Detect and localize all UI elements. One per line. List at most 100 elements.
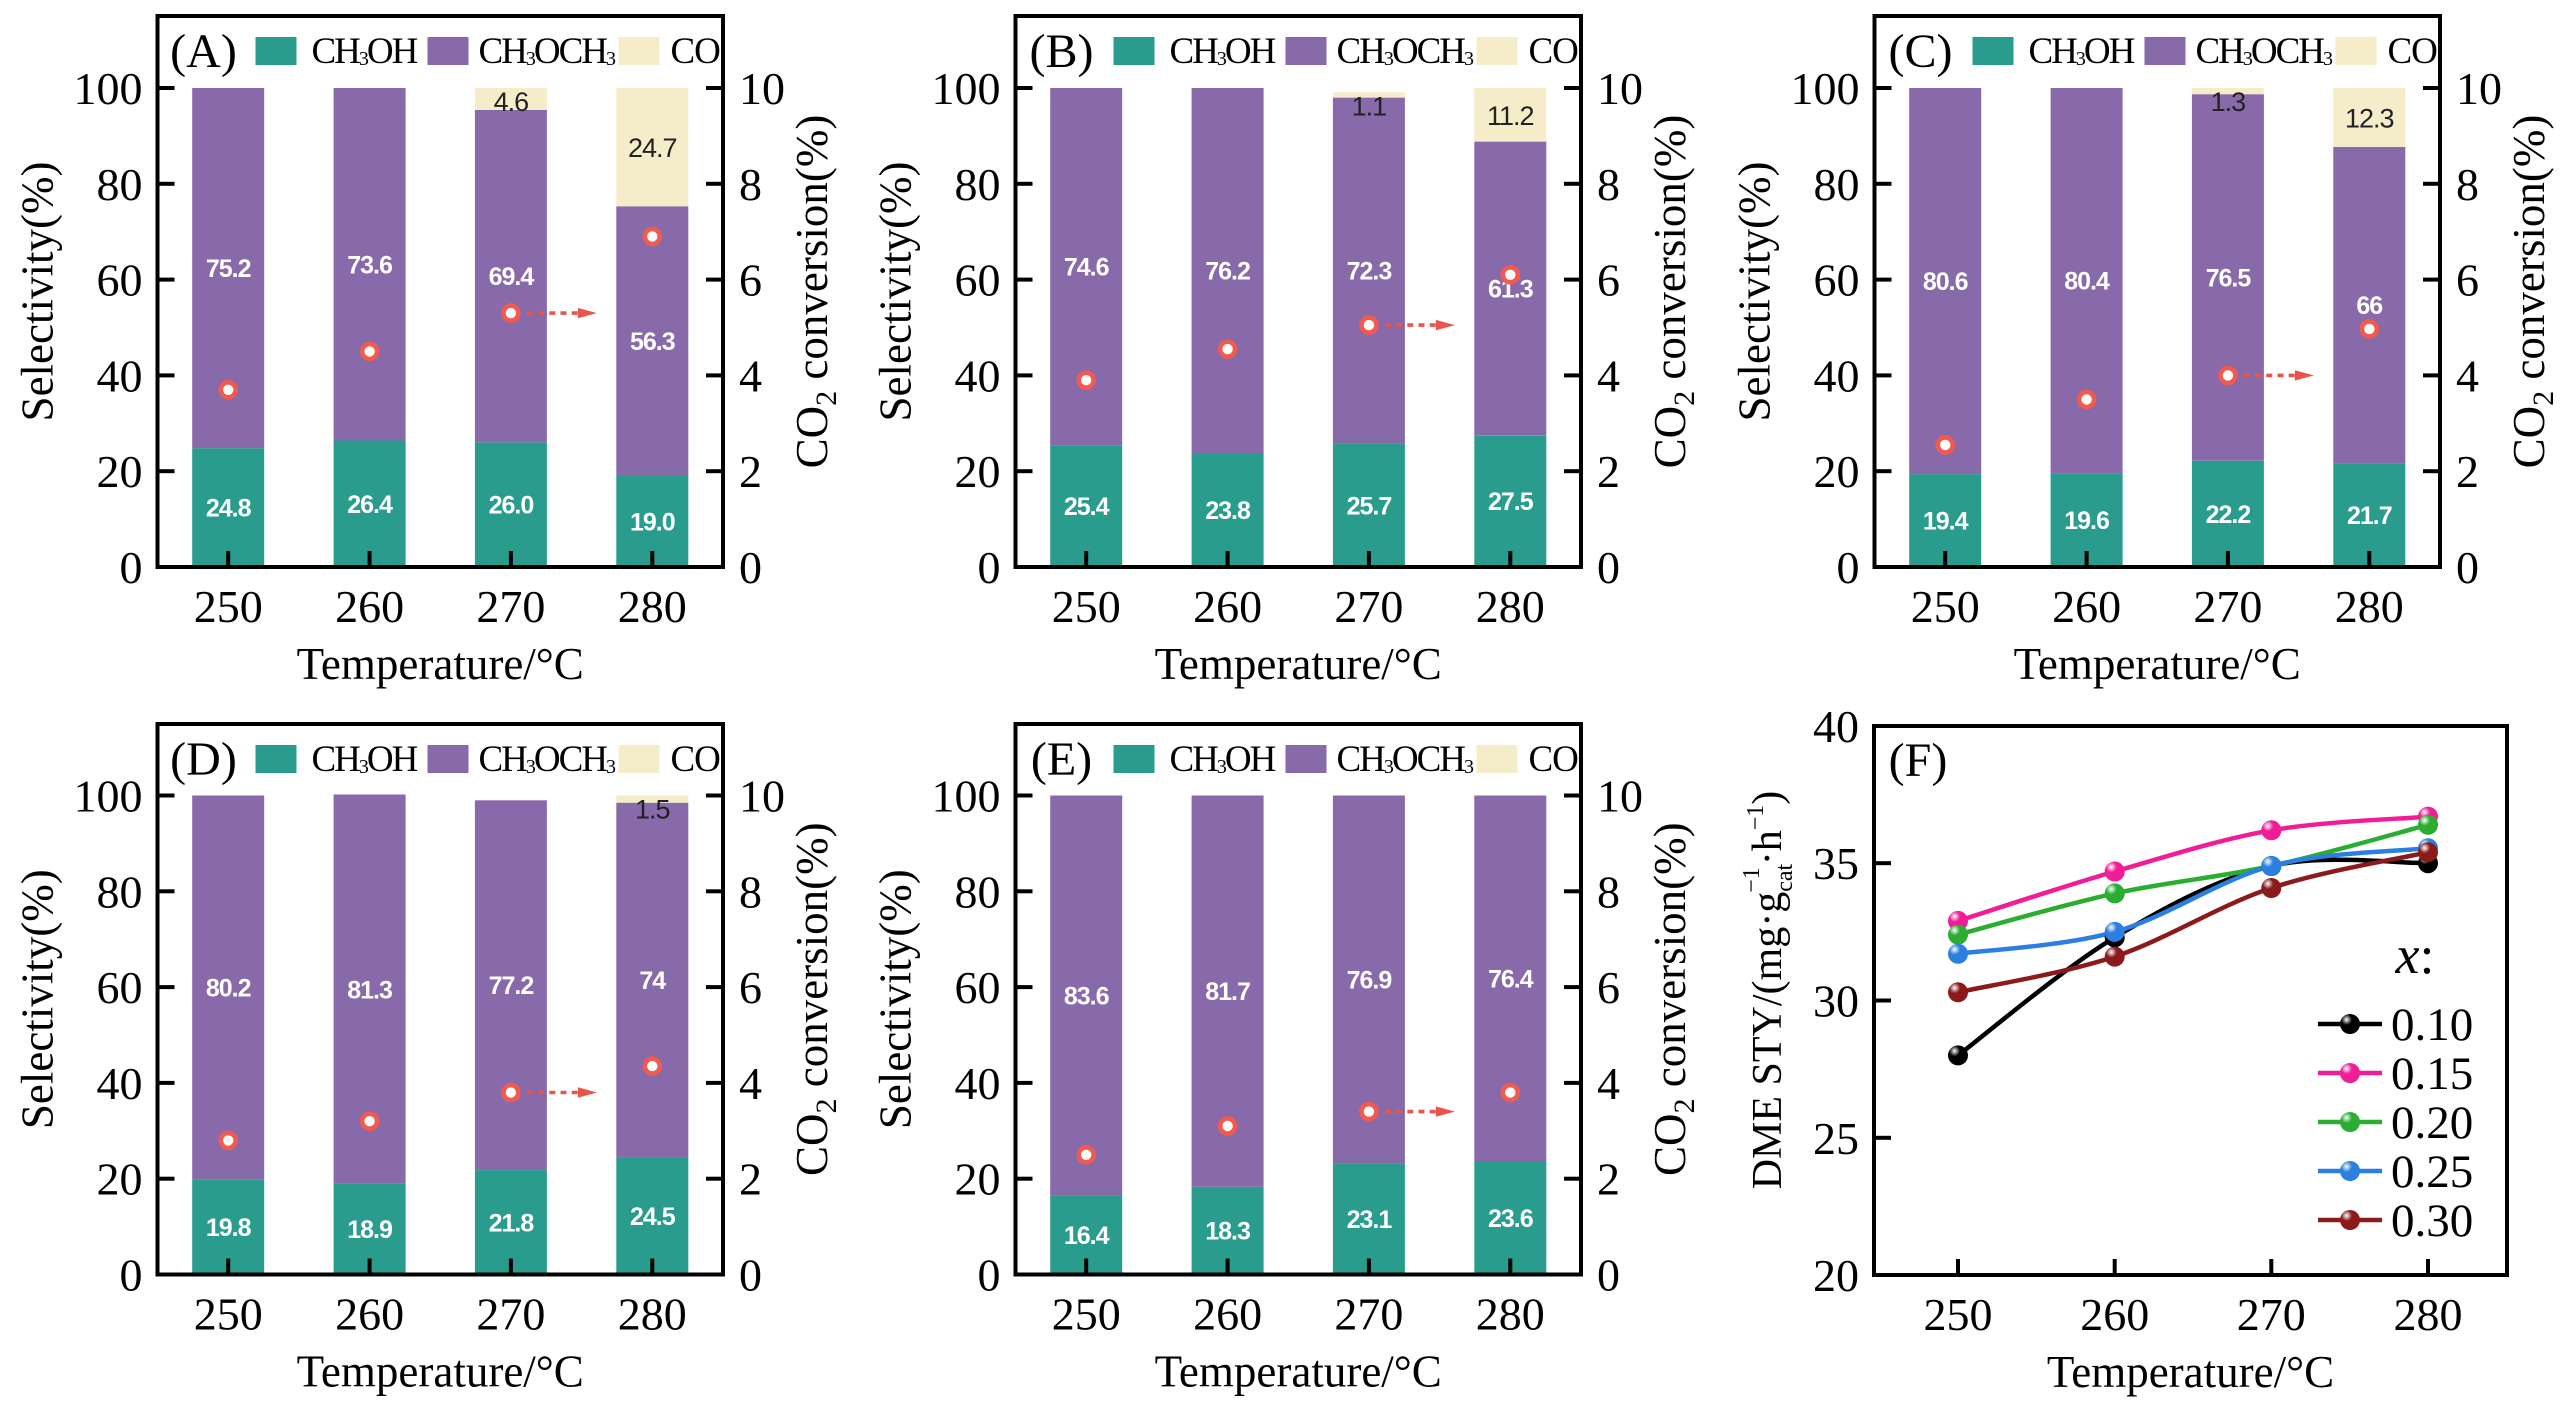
svg-text:19.6: 19.6: [2064, 507, 2109, 535]
svg-text:CO2 conversion(%): CO2 conversion(%): [787, 822, 843, 1176]
svg-text:40: 40: [955, 1058, 1001, 1109]
svg-text:280: 280: [618, 1289, 687, 1340]
svg-text:10: 10: [1597, 63, 1643, 114]
svg-text:260: 260: [1193, 1289, 1262, 1340]
svg-text:80: 80: [97, 159, 143, 210]
svg-text:(D): (D): [170, 733, 237, 786]
svg-text:20: 20: [1813, 1250, 1859, 1301]
svg-text:0.25: 0.25: [2391, 1146, 2473, 1198]
svg-text:CH3OCH3: CH3OCH3: [479, 739, 617, 780]
svg-text:35: 35: [1813, 838, 1859, 889]
svg-text:11.2: 11.2: [1487, 101, 1534, 131]
svg-text:260: 260: [1193, 581, 1262, 632]
svg-text:Temperature/°C: Temperature/°C: [2014, 639, 2301, 689]
svg-text:8: 8: [1597, 866, 1620, 917]
svg-text:77.2: 77.2: [489, 972, 534, 1000]
svg-text:0: 0: [120, 1250, 143, 1301]
svg-text:8: 8: [1597, 159, 1620, 210]
svg-text:CO2 conversion(%): CO2 conversion(%): [1645, 115, 1701, 469]
svg-text:16.4: 16.4: [1064, 1222, 1110, 1250]
svg-text:CO2 conversion(%): CO2 conversion(%): [787, 115, 843, 469]
svg-text:21.8: 21.8: [489, 1209, 535, 1237]
svg-text:0: 0: [120, 542, 143, 593]
svg-text:(C): (C): [1889, 25, 1953, 78]
svg-text:270: 270: [476, 581, 545, 632]
svg-text:60: 60: [955, 962, 1001, 1013]
svg-text:60: 60: [1814, 255, 1860, 306]
svg-text:100: 100: [74, 63, 143, 114]
svg-text:10: 10: [2456, 63, 2502, 114]
svg-text:0: 0: [1837, 542, 1860, 593]
svg-text:24.8: 24.8: [206, 495, 252, 523]
svg-text:23.1: 23.1: [1347, 1206, 1393, 1234]
svg-text:4: 4: [739, 350, 762, 401]
svg-text:(E): (E): [1031, 733, 1092, 786]
svg-text:0.15: 0.15: [2391, 1048, 2473, 1100]
svg-text:74: 74: [639, 967, 666, 995]
svg-text:250: 250: [194, 1289, 263, 1340]
svg-text:26.4: 26.4: [347, 491, 393, 519]
svg-text:10: 10: [739, 771, 785, 822]
svg-text:260: 260: [2052, 581, 2121, 632]
svg-text:Temperature/°C: Temperature/°C: [1155, 639, 1442, 689]
svg-text:8: 8: [739, 866, 762, 917]
svg-text:20: 20: [955, 446, 1001, 497]
svg-text:(F): (F): [1889, 734, 1948, 787]
svg-text:12.3: 12.3: [2345, 104, 2394, 134]
svg-text:Temperature/°C: Temperature/°C: [1155, 1347, 1442, 1397]
svg-text:100: 100: [74, 771, 143, 822]
svg-text:81.3: 81.3: [347, 976, 392, 1004]
svg-text:280: 280: [618, 581, 687, 632]
svg-text:Selectivity(%): Selectivity(%): [13, 162, 63, 422]
svg-text:270: 270: [2193, 581, 2262, 632]
svg-text:CO: CO: [671, 31, 721, 72]
svg-text:76.9: 76.9: [1347, 967, 1392, 995]
svg-text:19.8: 19.8: [206, 1214, 252, 1242]
svg-text:18.3: 18.3: [1205, 1218, 1250, 1246]
svg-text:8: 8: [739, 159, 762, 210]
svg-text:0: 0: [1597, 1250, 1620, 1301]
svg-text:4: 4: [1597, 1058, 1620, 1109]
svg-text:26.0: 26.0: [489, 492, 534, 520]
svg-text:6: 6: [1597, 255, 1620, 306]
svg-text:40: 40: [97, 350, 143, 401]
svg-text:280: 280: [2394, 1289, 2463, 1340]
svg-text:66: 66: [2356, 292, 2382, 320]
svg-text:Selectivity(%): Selectivity(%): [13, 869, 63, 1129]
svg-text:81.7: 81.7: [1205, 978, 1250, 1006]
svg-text:250: 250: [1052, 581, 1121, 632]
svg-text:22.2: 22.2: [2206, 501, 2251, 529]
svg-text:40: 40: [1814, 350, 1860, 401]
svg-text:69.4: 69.4: [489, 263, 535, 291]
svg-text:20: 20: [1814, 446, 1860, 497]
svg-text:2: 2: [2456, 446, 2479, 497]
svg-text:x:: x:: [2395, 925, 2435, 985]
svg-text:76.2: 76.2: [1205, 258, 1250, 286]
svg-text:250: 250: [1052, 1289, 1121, 1340]
svg-text:250: 250: [1911, 581, 1980, 632]
svg-text:Temperature/°C: Temperature/°C: [297, 1347, 584, 1397]
svg-text:40: 40: [97, 1058, 143, 1109]
svg-text:270: 270: [1334, 1289, 1403, 1340]
svg-text:2: 2: [1597, 1154, 1620, 1205]
svg-text:250: 250: [194, 581, 263, 632]
svg-text:2: 2: [739, 446, 762, 497]
svg-text:56.3: 56.3: [630, 328, 675, 356]
svg-text:24.5: 24.5: [630, 1203, 676, 1231]
svg-text:80: 80: [97, 866, 143, 917]
svg-text:DME STY/(mg·gcat−1·h−1): DME STY/(mg·gcat−1·h−1): [1739, 791, 1798, 1190]
svg-text:1.1: 1.1: [1352, 91, 1387, 121]
svg-text:250: 250: [1924, 1289, 1993, 1340]
svg-text:24.7: 24.7: [628, 133, 677, 163]
svg-text:80: 80: [955, 866, 1001, 917]
svg-text:Selectivity(%): Selectivity(%): [871, 869, 921, 1129]
svg-text:60: 60: [97, 962, 143, 1013]
svg-text:20: 20: [97, 1154, 143, 1205]
svg-text:4.6: 4.6: [494, 87, 529, 117]
svg-text:21.7: 21.7: [2347, 502, 2392, 530]
svg-text:30: 30: [1813, 976, 1859, 1027]
svg-text:0: 0: [2456, 542, 2479, 593]
svg-text:25.7: 25.7: [1347, 492, 1392, 520]
svg-text:(B): (B): [1030, 25, 1094, 78]
svg-text:260: 260: [2080, 1289, 2149, 1340]
